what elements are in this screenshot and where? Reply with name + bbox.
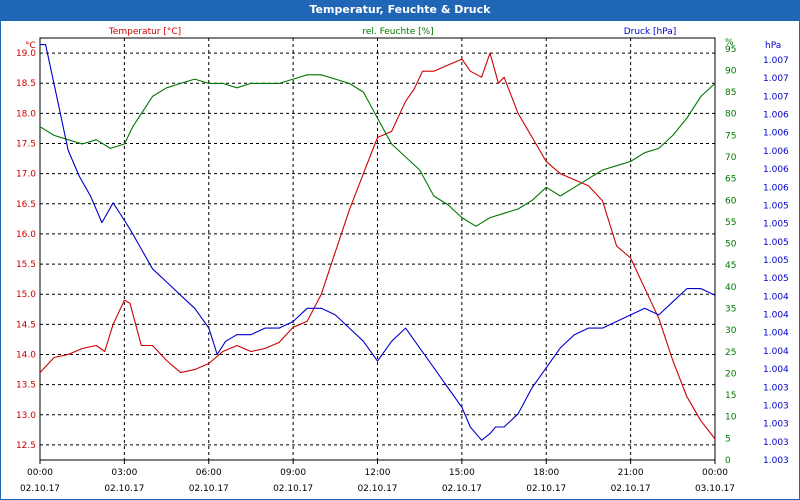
series-line-pressure [40, 44, 716, 441]
series-line-temperature [39, 52, 716, 440]
x-tick-label-time: 18:00 [533, 468, 559, 478]
humidity-tick-label: 5 [725, 434, 731, 444]
pressure-tick-label: 1.007 [763, 56, 789, 66]
x-tick-label-date: 02.10.17 [442, 484, 482, 494]
humidity-tick-label: 25 [725, 348, 736, 358]
pressure-tick-label: 1.005 [763, 220, 789, 230]
x-tick-label-date: 02.10.17 [611, 484, 651, 494]
pressure-tick-label: 1.006 [763, 183, 789, 193]
temperature-tick-label: 18.0 [16, 109, 36, 119]
x-tick-label-time: 12:00 [365, 468, 391, 478]
humidity-tick-label: 95 [725, 45, 736, 55]
pressure-tick-label: 1.006 [763, 129, 789, 139]
pressure-tick-label: 1.004 [763, 365, 789, 375]
humidity-tick-label: 65 [725, 175, 736, 185]
pressure-tick-label: 1.003 [763, 420, 789, 430]
humidity-tick-label: 35 [725, 305, 736, 315]
humidity-tick-label: 60 [725, 196, 737, 206]
pressure-tick-label: 1.005 [763, 201, 789, 211]
humidity-tick-label: 80 [725, 110, 737, 120]
temperature-tick-label: 13.0 [16, 411, 36, 421]
x-tick-label-date: 02.10.17 [104, 484, 144, 494]
legend-temperature: Temperatur [°C] [108, 27, 181, 37]
window-title: Temperatur, Feuchte & Druck [0, 0, 800, 20]
x-tick-label-time: 15:00 [449, 468, 475, 478]
temperature-tick-label: 15.5 [16, 260, 36, 270]
x-tick-label-date: 02.10.17 [189, 484, 229, 494]
pressure-tick-label: 1.003 [763, 438, 789, 448]
legend-pressure: Druck [hPa] [624, 27, 677, 37]
x-tick-label-time: 00:00 [702, 468, 728, 478]
humidity-tick-label: 75 [725, 131, 736, 141]
temperature-unit: °C [25, 41, 36, 51]
temperature-tick-label: 12.5 [16, 441, 36, 451]
pressure-tick-label: 1.004 [763, 347, 789, 357]
pressure-tick-label: 1.006 [763, 165, 789, 175]
legend-humidity: rel. Feuchte [%] [362, 27, 433, 37]
humidity-tick-label: 0 [725, 456, 731, 466]
pressure-unit: hPa [765, 41, 781, 51]
x-tick-label-date: 02.10.17 [20, 484, 60, 494]
humidity-tick-label: 40 [725, 283, 737, 293]
pressure-tick-label: 1.003 [763, 456, 789, 466]
temperature-tick-label: 15.0 [16, 290, 36, 300]
x-tick-label-time: 03:00 [111, 468, 137, 478]
humidity-tick-label: 20 [725, 369, 737, 379]
humidity-tick-label: 50 [725, 240, 737, 250]
x-tick-label-time: 00:00 [27, 468, 53, 478]
x-tick-label-date: 02.10.17 [273, 484, 313, 494]
humidity-tick-label: 85 [725, 88, 736, 98]
humidity-tick-label: 45 [725, 261, 736, 271]
pressure-tick-label: 1.005 [763, 238, 789, 248]
humidity-tick-label: 30 [725, 326, 737, 336]
humidity-tick-label: 90 [725, 66, 737, 76]
humidity-tick-label: 70 [725, 153, 737, 163]
pressure-tick-label: 1.007 [763, 74, 789, 84]
pressure-tick-label: 1.006 [763, 111, 789, 121]
x-tick-label-time: 06:00 [196, 468, 222, 478]
pressure-tick-label: 1.005 [763, 256, 789, 266]
pressure-tick-label: 1.005 [763, 274, 789, 284]
temperature-tick-label: 13.5 [16, 381, 36, 391]
temperature-tick-label: 16.0 [16, 230, 36, 240]
x-tick-label-date: 02.10.17 [357, 484, 397, 494]
pressure-tick-label: 1.004 [763, 329, 789, 339]
temperature-tick-label: 14.5 [16, 320, 36, 330]
pressure-tick-label: 1.007 [763, 92, 789, 102]
series-line-humidity [39, 74, 716, 227]
x-tick-label-date: 03.10.17 [695, 484, 735, 494]
temperature-tick-label: 16.5 [16, 200, 36, 210]
temperature-tick-label: 17.0 [16, 170, 36, 180]
x-tick-label-time: 09:00 [280, 468, 306, 478]
humidity-tick-label: 10 [725, 413, 737, 423]
x-tick-label-date: 02.10.17 [526, 484, 566, 494]
x-tick-label-time: 21:00 [618, 468, 644, 478]
humidity-tick-label: % [725, 38, 734, 48]
temperature-tick-label: 14.0 [16, 351, 36, 361]
humidity-tick-label: 55 [725, 218, 736, 228]
humidity-tick-label: 15 [725, 391, 736, 401]
pressure-tick-label: 1.004 [763, 311, 789, 321]
pressure-tick-label: 1.003 [763, 383, 789, 393]
temperature-tick-label: 17.5 [16, 140, 36, 150]
pressure-tick-label: 1.003 [763, 401, 789, 411]
pressure-tick-label: 1.006 [763, 147, 789, 157]
pressure-tick-label: 1.004 [763, 292, 789, 302]
temperature-tick-label: 19.0 [16, 49, 36, 59]
temperature-tick-label: 18.5 [16, 79, 36, 89]
